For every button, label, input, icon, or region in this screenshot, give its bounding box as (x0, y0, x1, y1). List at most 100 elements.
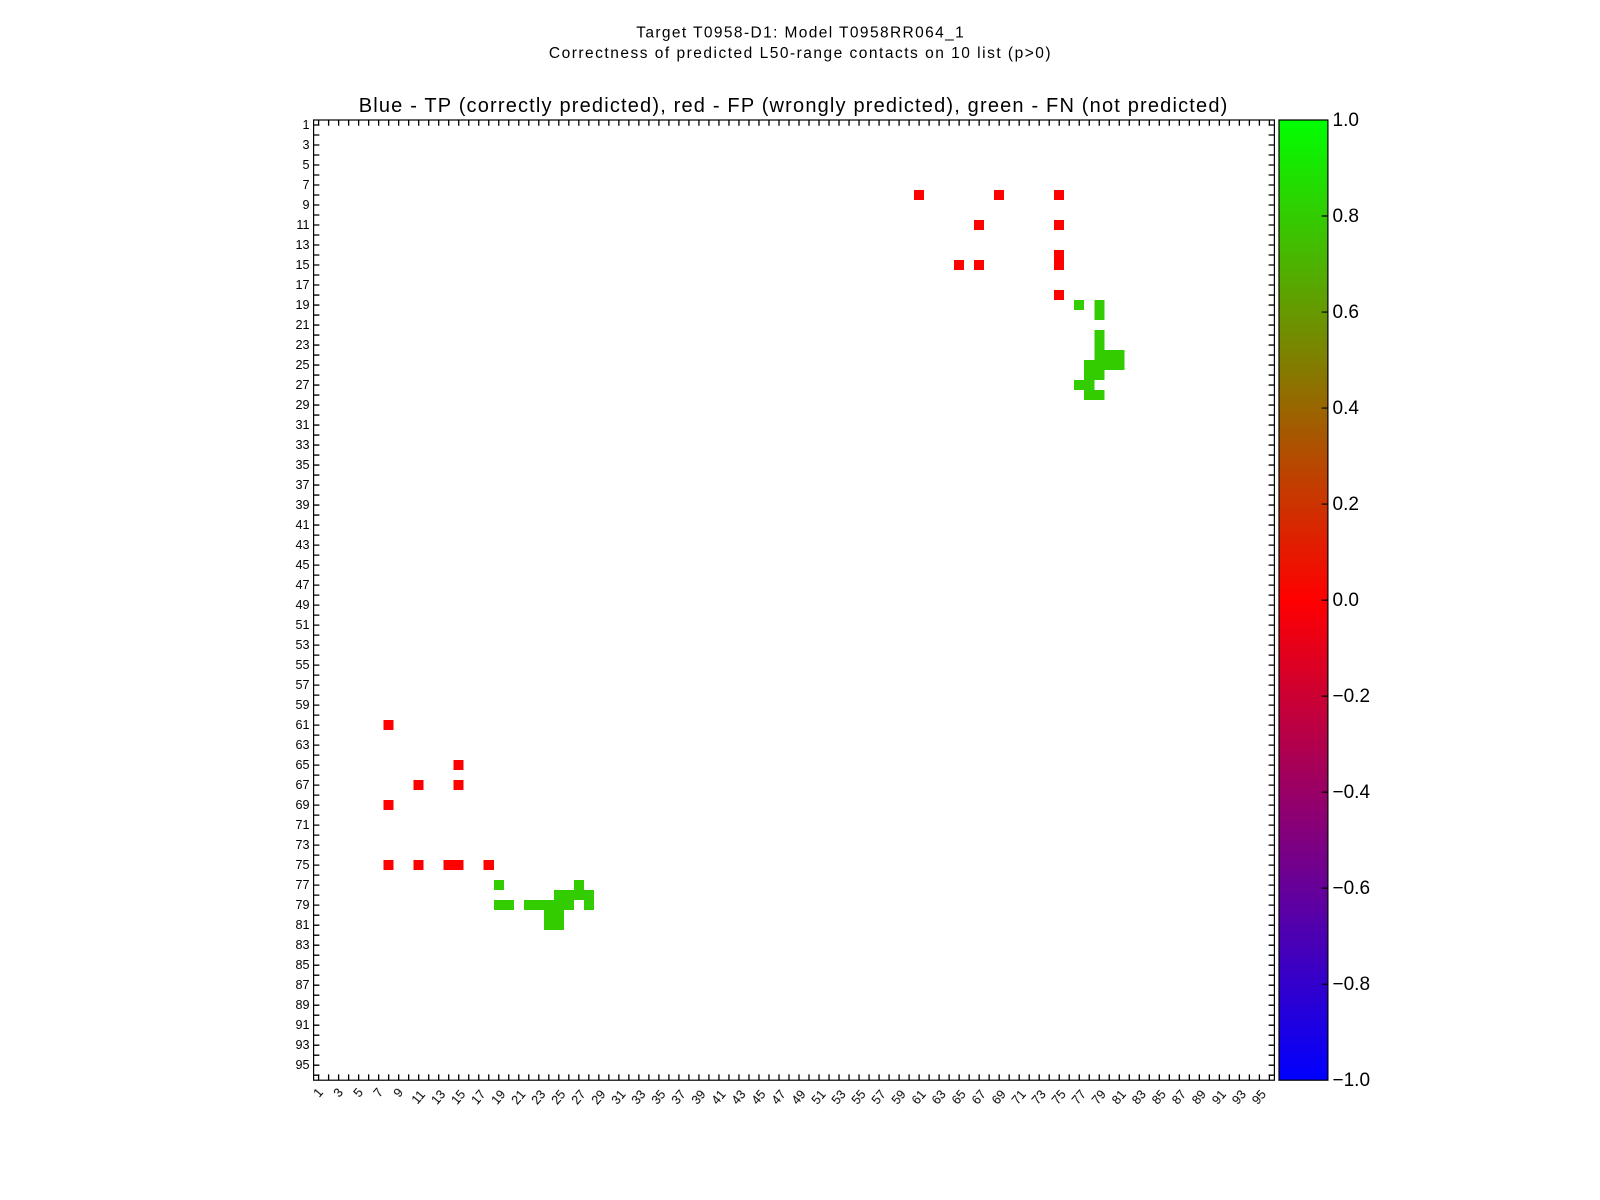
svg-text:61: 61 (909, 1088, 929, 1108)
svg-text:23: 23 (529, 1088, 549, 1108)
svg-text:75: 75 (295, 858, 309, 872)
svg-text:79: 79 (295, 898, 309, 912)
svg-text:93: 93 (295, 1038, 309, 1052)
svg-text:21: 21 (295, 318, 309, 332)
svg-text:57: 57 (869, 1088, 889, 1108)
svg-text:69: 69 (989, 1088, 1009, 1108)
svg-text:49: 49 (789, 1088, 809, 1108)
svg-text:65: 65 (949, 1088, 969, 1108)
svg-text:−0.2: −0.2 (1333, 686, 1371, 707)
svg-text:39: 39 (295, 498, 309, 512)
svg-text:91: 91 (295, 1018, 309, 1032)
svg-text:Target T0958-D1: Model T0958RR: Target T0958-D1: Model T0958RR064_1 (636, 25, 965, 42)
svg-text:87: 87 (295, 978, 309, 992)
svg-text:69: 69 (295, 798, 309, 812)
svg-text:19: 19 (295, 298, 309, 312)
svg-text:73: 73 (1029, 1088, 1049, 1108)
svg-text:81: 81 (1109, 1088, 1129, 1108)
svg-text:5: 5 (302, 158, 309, 172)
svg-text:11: 11 (296, 218, 309, 232)
svg-text:63: 63 (295, 738, 309, 752)
svg-text:35: 35 (295, 458, 309, 472)
svg-text:7: 7 (302, 178, 309, 192)
svg-text:89: 89 (295, 998, 309, 1012)
svg-text:39: 39 (689, 1088, 709, 1108)
svg-text:95: 95 (1249, 1088, 1269, 1108)
svg-text:1: 1 (302, 118, 309, 132)
svg-text:63: 63 (929, 1088, 949, 1108)
svg-text:51: 51 (295, 618, 309, 632)
svg-text:15: 15 (295, 258, 309, 272)
svg-text:61: 61 (295, 718, 309, 732)
svg-text:71: 71 (1009, 1088, 1029, 1108)
svg-text:59: 59 (295, 698, 309, 712)
svg-text:−0.6: −0.6 (1333, 878, 1371, 899)
svg-text:29: 29 (295, 398, 309, 412)
svg-text:83: 83 (1129, 1088, 1149, 1108)
svg-text:23: 23 (295, 338, 309, 352)
svg-text:43: 43 (295, 538, 309, 552)
svg-text:13: 13 (429, 1088, 449, 1108)
svg-text:41: 41 (709, 1088, 729, 1108)
svg-text:53: 53 (829, 1088, 849, 1108)
svg-text:27: 27 (295, 378, 309, 392)
svg-text:19: 19 (489, 1088, 509, 1108)
svg-text:33: 33 (295, 438, 309, 452)
svg-text:31: 31 (295, 418, 309, 432)
svg-text:37: 37 (669, 1088, 689, 1108)
svg-text:45: 45 (295, 558, 309, 572)
svg-text:Blue - TP (correctly predicted: Blue - TP (correctly predicted), red - F… (359, 95, 1229, 117)
svg-text:25: 25 (549, 1088, 569, 1108)
svg-text:37: 37 (295, 478, 309, 492)
svg-text:17: 17 (295, 278, 309, 292)
svg-text:81: 81 (295, 918, 309, 932)
svg-text:29: 29 (589, 1088, 609, 1108)
svg-text:3: 3 (302, 138, 309, 152)
svg-text:0.2: 0.2 (1333, 494, 1359, 515)
svg-text:0.0: 0.0 (1333, 590, 1359, 611)
svg-text:89: 89 (1189, 1088, 1209, 1108)
svg-text:31: 31 (609, 1088, 629, 1108)
svg-text:9: 9 (302, 198, 309, 212)
svg-text:0.6: 0.6 (1333, 302, 1359, 323)
svg-text:85: 85 (1149, 1088, 1169, 1108)
svg-text:45: 45 (749, 1088, 769, 1108)
svg-text:65: 65 (295, 758, 309, 772)
svg-text:47: 47 (295, 578, 309, 592)
svg-text:−0.8: −0.8 (1333, 974, 1371, 995)
svg-text:21: 21 (509, 1088, 529, 1108)
svg-text:91: 91 (1209, 1088, 1229, 1108)
svg-text:13: 13 (295, 238, 309, 252)
svg-text:0.8: 0.8 (1333, 206, 1359, 227)
svg-text:35: 35 (649, 1088, 669, 1108)
svg-text:15: 15 (449, 1088, 469, 1108)
svg-text:73: 73 (295, 838, 309, 852)
svg-text:53: 53 (295, 638, 309, 652)
svg-text:59: 59 (889, 1088, 909, 1108)
svg-text:17: 17 (469, 1088, 489, 1108)
svg-text:71: 71 (295, 818, 309, 832)
svg-text:33: 33 (629, 1088, 649, 1108)
svg-text:85: 85 (295, 958, 309, 972)
svg-text:93: 93 (1229, 1088, 1249, 1108)
svg-text:75: 75 (1049, 1088, 1069, 1108)
svg-text:Correctness of predicted L50-r: Correctness of predicted L50-range conta… (549, 45, 1052, 62)
svg-text:95: 95 (295, 1058, 309, 1072)
svg-text:0.4: 0.4 (1333, 398, 1360, 419)
svg-text:83: 83 (295, 938, 309, 952)
svg-text:77: 77 (295, 878, 309, 892)
svg-text:77: 77 (1069, 1088, 1089, 1108)
svg-text:41: 41 (295, 518, 309, 532)
svg-text:43: 43 (729, 1088, 749, 1108)
svg-text:27: 27 (569, 1088, 589, 1108)
svg-text:51: 51 (809, 1088, 829, 1108)
svg-text:87: 87 (1169, 1088, 1189, 1108)
svg-text:79: 79 (1089, 1088, 1109, 1108)
svg-text:55: 55 (849, 1088, 869, 1108)
svg-text:−1.0: −1.0 (1333, 1070, 1371, 1091)
svg-text:25: 25 (295, 358, 309, 372)
svg-text:49: 49 (295, 598, 309, 612)
svg-text:57: 57 (295, 678, 309, 692)
svg-text:47: 47 (769, 1088, 789, 1108)
svg-text:67: 67 (969, 1088, 989, 1108)
